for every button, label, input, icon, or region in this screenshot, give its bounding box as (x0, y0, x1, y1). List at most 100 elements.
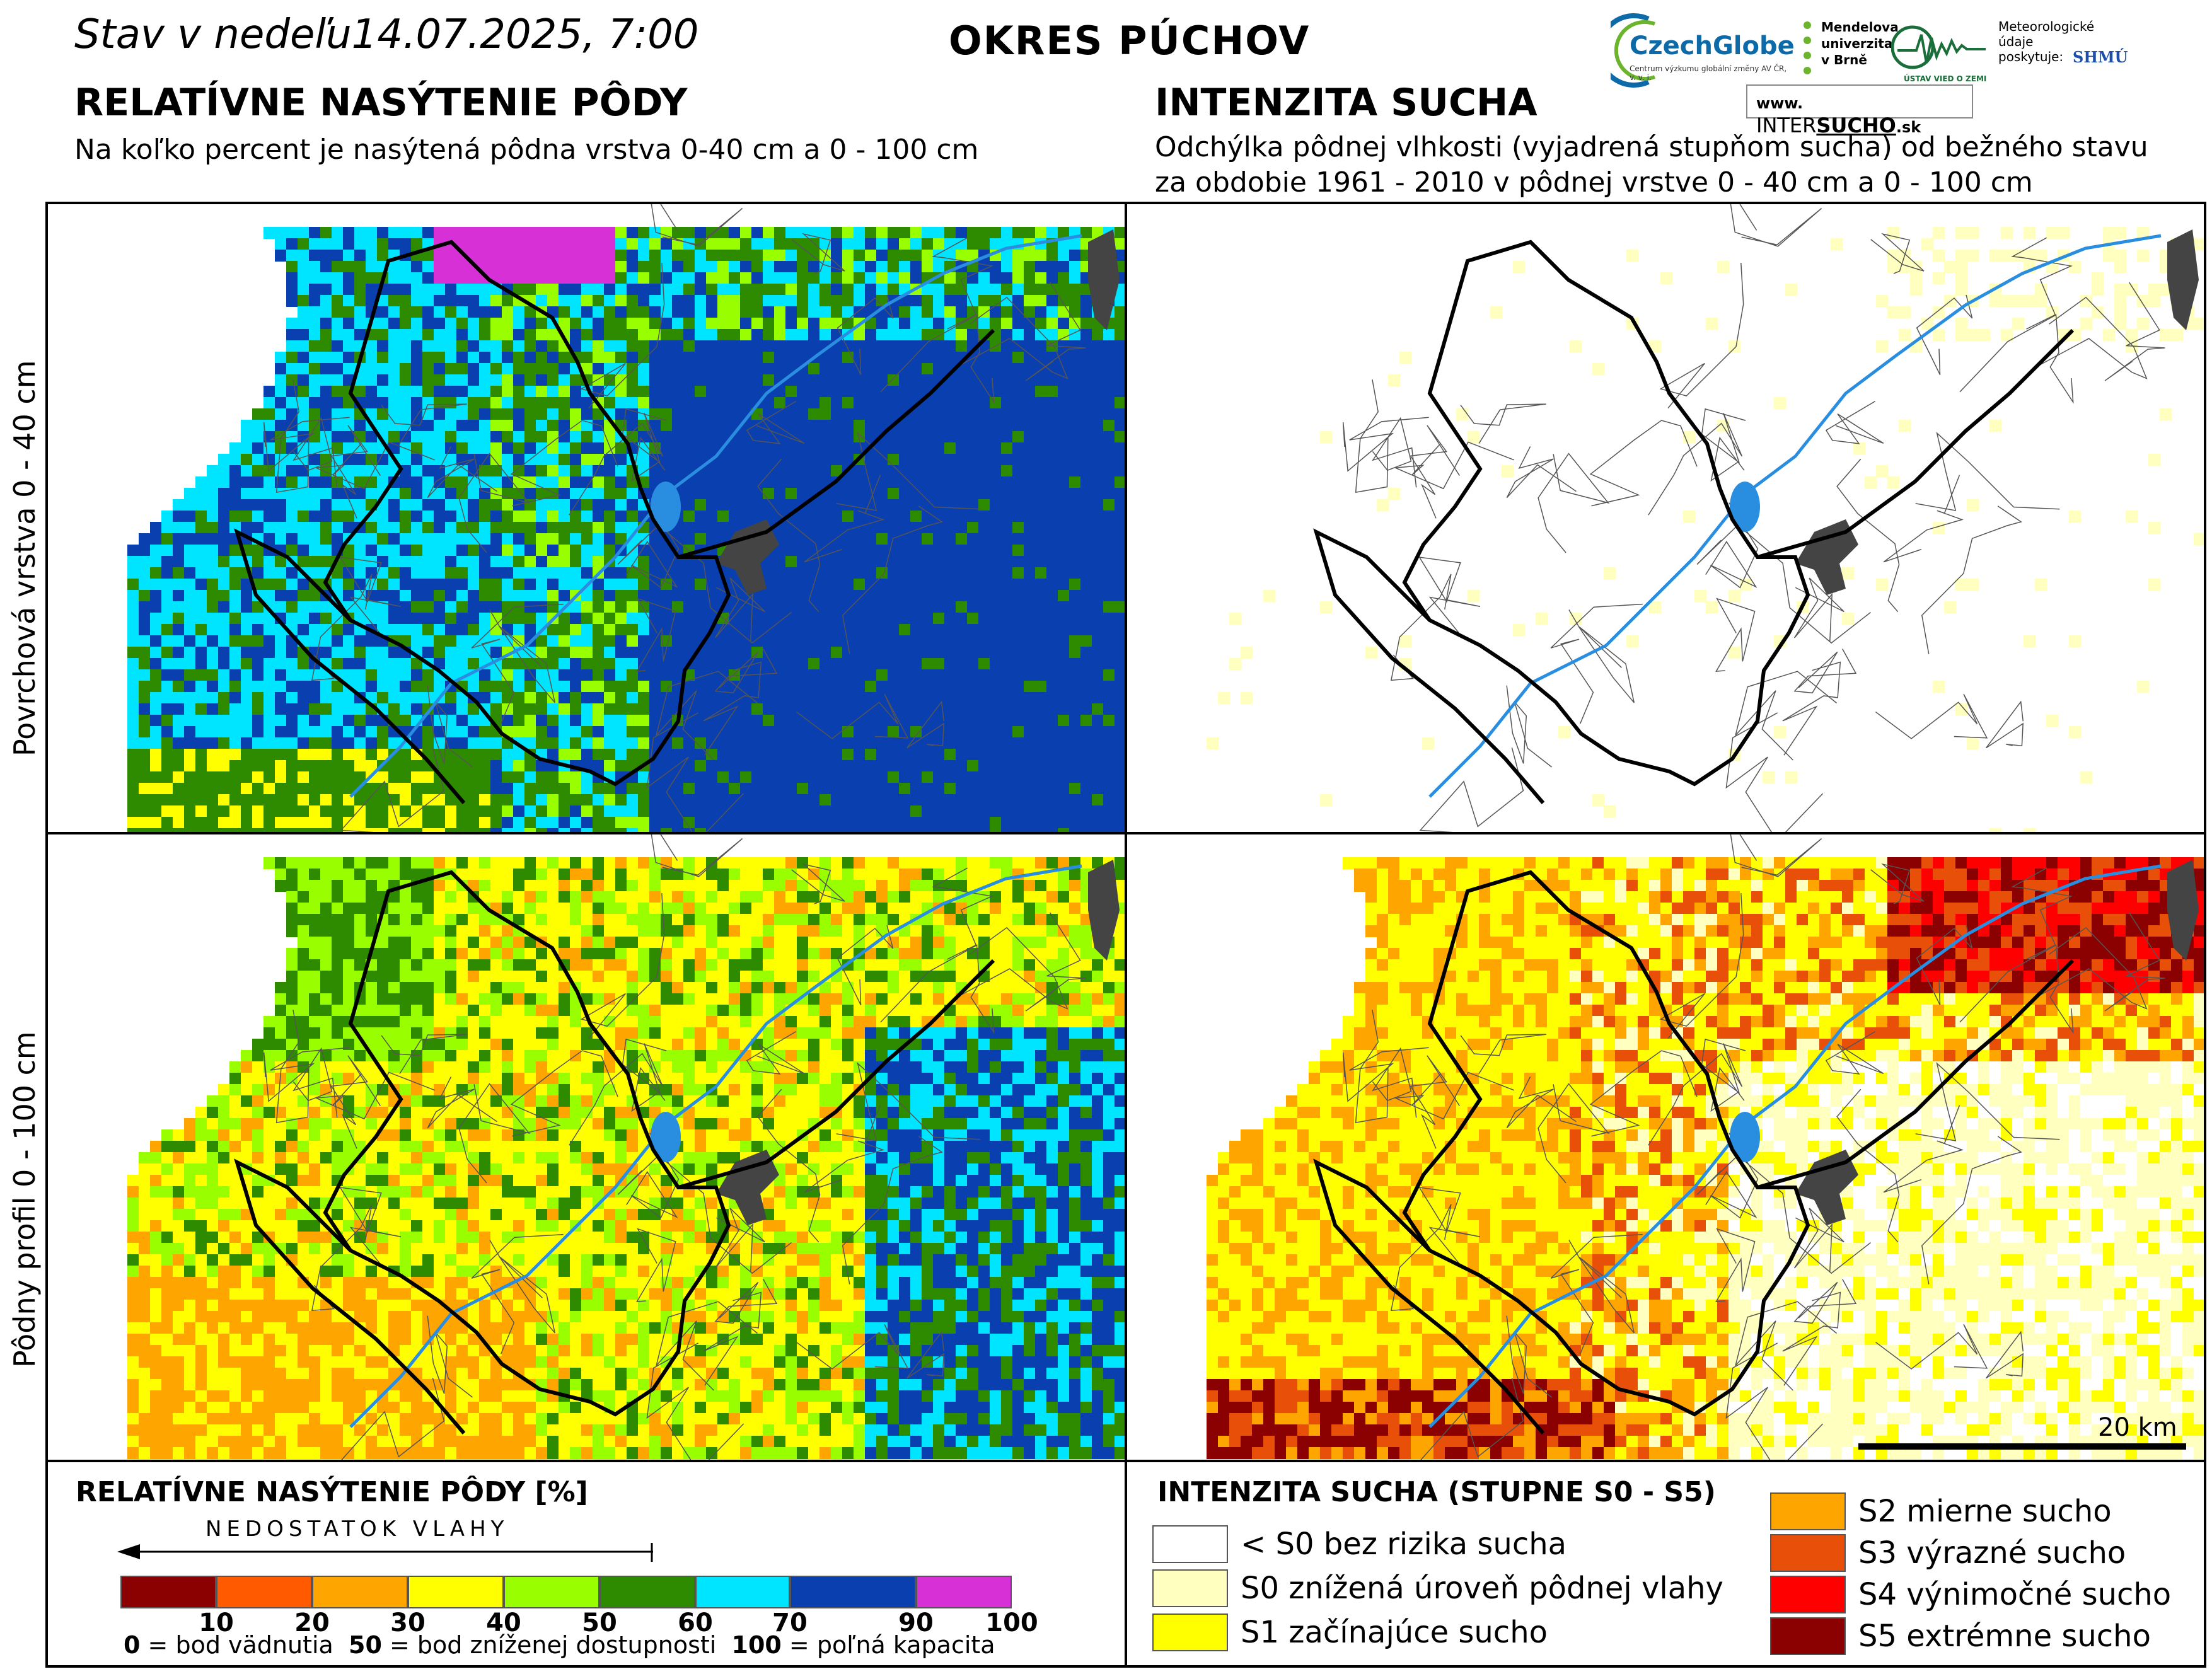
raster-cell (1103, 556, 1115, 568)
raster-cell (1012, 579, 1024, 591)
raster-cell (139, 749, 151, 761)
raster-cell (695, 794, 707, 806)
raster-cell (661, 329, 673, 341)
raster-cell (275, 374, 287, 386)
raster-cell (1092, 692, 1104, 704)
raster-cell (944, 397, 956, 409)
raster-cell (967, 624, 979, 636)
raster-cell (2024, 295, 2035, 307)
raster-cell (604, 624, 616, 636)
raster-cell (275, 703, 287, 715)
raster-cell (2080, 771, 2092, 783)
raster-cell (570, 374, 582, 386)
raster-cell (1012, 692, 1024, 704)
raster-cell (763, 476, 775, 488)
raster-cell (1024, 352, 1036, 364)
raster-cell (854, 692, 866, 704)
raster-cell (1001, 601, 1013, 613)
raster-cell (842, 726, 854, 738)
raster-cell (434, 567, 446, 579)
raster-cell (320, 454, 332, 466)
raster-cell (1092, 749, 1104, 761)
raster-cell (536, 318, 548, 330)
raster-cell (127, 828, 139, 832)
raster-cell (922, 340, 934, 352)
raster-cell (468, 880, 480, 892)
raster-cell (729, 749, 741, 761)
raster-cell (513, 374, 525, 386)
raster-cell (638, 454, 650, 466)
raster-cell (615, 488, 627, 500)
raster-cell (275, 635, 287, 647)
raster-cell (343, 703, 355, 715)
raster-cell (797, 749, 809, 761)
raster-cell (797, 545, 809, 557)
raster-cell (865, 715, 877, 727)
raster-cell (139, 828, 151, 832)
raster-cell (604, 681, 616, 693)
raster-cell (298, 272, 310, 284)
raster-cell (740, 647, 752, 659)
raster-cell (1046, 318, 1058, 330)
raster-cell (388, 511, 400, 522)
raster-cell (627, 340, 639, 352)
raster-cell (1080, 420, 1092, 432)
raster-cell (661, 869, 673, 880)
raster-cell (638, 431, 650, 443)
raster-cell (593, 579, 605, 591)
raster-cell (1080, 295, 1092, 307)
raster-cell (1080, 805, 1092, 817)
raster-cell (1092, 545, 1104, 557)
raster-cell (524, 329, 536, 341)
raster-cell (445, 726, 457, 738)
raster-cell (320, 284, 332, 296)
raster-cell (2103, 329, 2115, 341)
raster-cell (808, 318, 820, 330)
raster-cell (967, 805, 979, 817)
raster-cell (343, 295, 355, 307)
website-link[interactable]: www. INTERSUCHO.sk (1746, 84, 1973, 137)
raster-cell (366, 567, 378, 579)
raster-cell (785, 306, 797, 318)
raster-cell (1069, 545, 1081, 557)
raster-cell (785, 488, 797, 500)
raster-cell (604, 760, 616, 772)
raster-cell (1069, 817, 1081, 829)
municipal-boundary (1986, 700, 2024, 749)
raster-cell (468, 828, 480, 832)
raster-cell (854, 869, 866, 880)
raster-cell (332, 624, 344, 636)
raster-cell (445, 261, 457, 273)
raster-cell (456, 771, 468, 783)
raster-cell (1887, 476, 1899, 488)
raster-cell (536, 783, 548, 795)
raster-cell (1035, 737, 1047, 749)
raster-cell (717, 658, 729, 670)
raster-cell (286, 760, 298, 772)
raster-cell (366, 715, 378, 727)
raster-cell (797, 590, 809, 602)
raster-cell (842, 857, 854, 869)
raster-cell (876, 613, 888, 625)
raster-cell (1001, 760, 1013, 772)
raster-cell (173, 794, 185, 806)
raster-cell (751, 783, 763, 795)
raster-cell (819, 511, 831, 522)
raster-cell (524, 386, 536, 398)
raster-cell (434, 295, 446, 307)
raster-cell (956, 635, 968, 647)
municipal-boundary (757, 458, 821, 613)
raster-cell (615, 783, 627, 795)
raster-cell (706, 658, 718, 670)
raster-cell (354, 794, 366, 806)
raster-cell (490, 545, 502, 557)
raster-cell (468, 340, 480, 352)
raster-cell (729, 681, 741, 693)
municipal-boundary (1648, 413, 1743, 516)
raster-cell (524, 488, 536, 500)
raster-cell (1092, 726, 1104, 738)
municipal-boundary (656, 671, 758, 761)
raster-cell (332, 794, 344, 806)
raster-cell (298, 715, 310, 727)
raster-cell (275, 805, 287, 817)
